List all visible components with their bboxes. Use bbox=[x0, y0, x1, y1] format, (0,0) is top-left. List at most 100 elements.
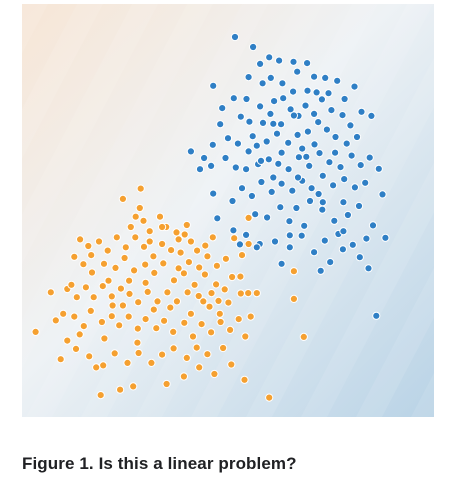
data-point bbox=[220, 285, 229, 294]
data-point bbox=[76, 235, 85, 244]
data-point bbox=[289, 87, 298, 96]
data-point bbox=[310, 109, 319, 119]
data-point bbox=[234, 315, 243, 324]
data-point bbox=[244, 239, 253, 249]
data-point bbox=[242, 165, 251, 174]
data-point bbox=[121, 243, 130, 252]
data-point bbox=[125, 276, 134, 285]
data-point bbox=[118, 194, 128, 203]
data-point bbox=[276, 203, 285, 212]
data-point bbox=[257, 177, 266, 187]
data-point bbox=[236, 112, 245, 121]
data-point bbox=[99, 361, 108, 370]
data-point bbox=[159, 259, 168, 268]
data-point bbox=[200, 153, 209, 163]
series-1 bbox=[31, 184, 308, 402]
decision-band bbox=[301, 162, 434, 417]
data-point bbox=[72, 293, 81, 302]
data-point bbox=[174, 235, 183, 244]
data-point bbox=[216, 317, 225, 327]
data-point bbox=[312, 88, 321, 97]
data-point bbox=[292, 203, 301, 213]
data-point bbox=[139, 216, 148, 225]
data-point bbox=[279, 94, 288, 103]
data-point bbox=[258, 79, 267, 88]
data-point bbox=[179, 372, 188, 381]
data-point bbox=[205, 302, 214, 311]
data-point bbox=[267, 187, 276, 196]
data-point bbox=[195, 263, 204, 272]
data-point bbox=[31, 327, 40, 336]
data-point bbox=[310, 248, 319, 257]
data-point bbox=[256, 156, 266, 165]
data-point bbox=[302, 152, 311, 161]
decision-band bbox=[136, 4, 378, 417]
data-point bbox=[236, 289, 245, 298]
data-point bbox=[293, 130, 302, 139]
data-point bbox=[303, 59, 312, 68]
data-point bbox=[242, 230, 251, 239]
data-point bbox=[277, 120, 286, 129]
data-point bbox=[116, 284, 126, 293]
data-point bbox=[235, 240, 244, 249]
data-point bbox=[314, 118, 323, 127]
data-point bbox=[294, 153, 303, 162]
data-point bbox=[96, 391, 105, 400]
data-point bbox=[221, 153, 230, 163]
data-point bbox=[70, 312, 79, 321]
data-point bbox=[224, 298, 233, 307]
data-point bbox=[107, 292, 116, 301]
data-point bbox=[270, 237, 280, 246]
data-point bbox=[190, 280, 199, 289]
data-point bbox=[149, 252, 158, 261]
data-point bbox=[293, 67, 302, 76]
data-point bbox=[100, 334, 109, 343]
data-point bbox=[81, 283, 91, 292]
data-point bbox=[321, 73, 330, 83]
data-point bbox=[317, 95, 326, 104]
data-point bbox=[327, 106, 336, 115]
data-point bbox=[233, 139, 242, 148]
data-point bbox=[350, 183, 359, 192]
data-point bbox=[277, 259, 286, 268]
data-point bbox=[71, 344, 81, 353]
data-point bbox=[320, 236, 329, 245]
data-point bbox=[263, 213, 272, 222]
data-point bbox=[215, 309, 224, 318]
data-point bbox=[145, 237, 154, 246]
data-point bbox=[367, 111, 376, 121]
data-point bbox=[212, 280, 221, 289]
data-point bbox=[301, 101, 310, 110]
data-point bbox=[158, 222, 167, 232]
decision-band bbox=[22, 4, 158, 265]
data-point bbox=[229, 226, 238, 235]
decision-band bbox=[356, 267, 434, 417]
data-point bbox=[141, 278, 150, 287]
data-point bbox=[227, 360, 236, 369]
data-point bbox=[270, 97, 279, 106]
data-point bbox=[348, 240, 357, 249]
data-point bbox=[169, 276, 179, 285]
data-point bbox=[244, 289, 253, 298]
data-point bbox=[221, 254, 230, 263]
data-point bbox=[347, 151, 356, 160]
data-point bbox=[131, 233, 140, 242]
data-point bbox=[361, 178, 370, 187]
data-point bbox=[289, 267, 298, 276]
data-point bbox=[147, 358, 156, 367]
data-point bbox=[193, 246, 202, 255]
data-point bbox=[228, 272, 237, 282]
data-points bbox=[31, 32, 390, 402]
data-point bbox=[59, 309, 68, 318]
data-point bbox=[201, 241, 210, 250]
data-point bbox=[166, 303, 175, 312]
data-point bbox=[79, 260, 88, 269]
data-point bbox=[214, 296, 223, 305]
decision-band bbox=[22, 4, 213, 370]
data-point bbox=[94, 237, 104, 246]
data-point bbox=[310, 140, 319, 149]
data-point bbox=[340, 94, 349, 104]
data-point bbox=[133, 324, 142, 333]
scatter-plot bbox=[22, 4, 434, 417]
